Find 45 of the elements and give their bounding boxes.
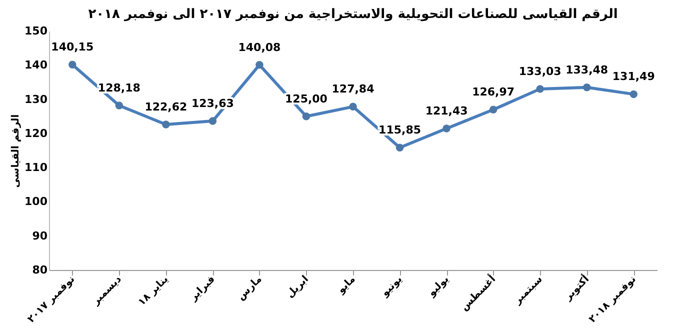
data-label: 127,84 [332,82,375,96]
x-tick-label: سبتمبر [512,274,545,308]
y-tick-label: 100 [24,195,48,208]
x-tick-label: مارس [236,274,264,303]
y-tick-label: 130 [24,92,48,106]
point [302,112,310,120]
data-label: 133,48 [566,63,608,76]
point [536,85,544,93]
x-tick-label: يناير ١٨ [136,274,171,308]
x-tick-label: أغسطس [458,272,498,314]
point [582,84,591,92]
y-tick-label: 150 [24,24,48,38]
x-tick-label: ديسمبر [90,274,124,308]
data-label: 126,97 [472,86,515,99]
x-tick-label: ابريل [284,274,311,300]
data-label: 140,15 [51,40,94,54]
x-tick-label: نوفمبر ٢٠١٧ [26,274,78,326]
data-label: 133,03 [518,64,562,78]
point [256,61,264,69]
y-tick-label: 140 [24,58,48,72]
x-tick-label: يوليو [426,274,452,300]
x-tick-label: فبراير [188,274,218,304]
point [396,144,404,152]
y-tick-label: 110 [24,161,48,174]
x-tick-label: يونيو [378,274,405,300]
data-label: 121,43 [425,104,468,118]
data-label: 128,18 [98,82,140,94]
y-tick-label: 120 [24,126,48,140]
y-tick-label: 90 [32,229,48,242]
point [349,102,357,111]
chart-title: الرقم القياسى للصناعات التحويلية والاستخراجية من نوفمبر ٢٠١٧ الى نوفمبر ٢٠١٨ [88,7,618,22]
point [115,102,124,110]
point [68,60,76,68]
x-tick-label: أكتوبر [560,272,592,304]
data-label: 122,62 [144,100,188,114]
data-label: 140,08 [238,40,281,54]
y-axis-title: الرقم القياسى [10,114,22,188]
data-label: 131,49 [612,70,655,84]
point [162,120,170,128]
point [208,117,217,125]
y-tick-label: 80 [32,264,48,276]
x-tick-label: مايو [335,274,358,297]
point [442,124,450,132]
point [489,106,498,114]
point [630,90,638,98]
